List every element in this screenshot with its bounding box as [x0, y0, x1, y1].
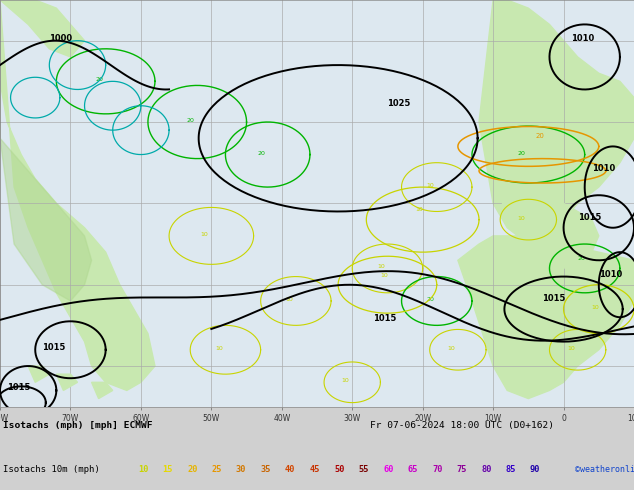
Text: 1015: 1015: [42, 343, 66, 352]
Text: 70: 70: [432, 465, 443, 474]
Text: 10: 10: [342, 378, 349, 383]
Text: 15: 15: [162, 465, 173, 474]
Text: 90: 90: [530, 465, 541, 474]
Text: 1010: 1010: [571, 34, 594, 43]
Text: 10: 10: [201, 232, 209, 237]
Text: 10: 10: [518, 216, 526, 220]
Text: 80: 80: [481, 465, 491, 474]
Text: 25: 25: [212, 465, 222, 474]
Text: 75: 75: [456, 465, 467, 474]
Text: 20: 20: [95, 77, 103, 82]
Text: 20: 20: [426, 297, 434, 302]
Text: 20: 20: [186, 118, 195, 123]
Text: 20: 20: [518, 150, 526, 155]
Text: 1015: 1015: [7, 384, 30, 392]
Text: 10: 10: [285, 297, 293, 302]
Text: 10: 10: [426, 183, 434, 188]
Text: 10: 10: [138, 465, 148, 474]
Polygon shape: [479, 0, 634, 244]
Text: 20: 20: [535, 133, 544, 139]
Text: 10: 10: [215, 346, 223, 351]
Text: ©weatheronline.co.uk: ©weatheronline.co.uk: [575, 465, 634, 474]
Text: 35: 35: [261, 465, 271, 474]
Text: 85: 85: [505, 465, 516, 474]
Text: Isotachs 10m (mph): Isotachs 10m (mph): [3, 465, 100, 474]
Text: 45: 45: [309, 465, 320, 474]
Text: 1010: 1010: [592, 164, 615, 173]
Text: 10: 10: [448, 346, 455, 351]
Text: 10: 10: [567, 346, 575, 351]
Polygon shape: [0, 81, 91, 301]
Text: Fr 07-06-2024 18:00 UTC (D0+162): Fr 07-06-2024 18:00 UTC (D0+162): [370, 420, 554, 430]
Polygon shape: [458, 236, 634, 398]
Text: 55: 55: [358, 465, 369, 474]
Polygon shape: [91, 382, 113, 398]
Text: 1015: 1015: [578, 213, 601, 221]
Polygon shape: [28, 366, 49, 382]
Text: 20: 20: [578, 256, 586, 261]
Polygon shape: [56, 374, 77, 391]
Text: 60: 60: [383, 465, 394, 474]
Text: 20: 20: [257, 150, 265, 155]
Text: 10: 10: [377, 265, 385, 270]
Text: Isotachs (mph) [mph] ECMWF: Isotachs (mph) [mph] ECMWF: [3, 420, 153, 430]
Text: 1010: 1010: [598, 270, 622, 278]
Text: 1015: 1015: [373, 314, 397, 323]
Text: 10: 10: [380, 272, 388, 277]
Text: 40: 40: [285, 465, 295, 474]
Text: 50: 50: [334, 465, 344, 474]
Polygon shape: [0, 0, 84, 57]
Text: 1025: 1025: [387, 99, 411, 108]
Text: 1015: 1015: [543, 294, 566, 303]
Text: 30: 30: [236, 465, 247, 474]
Text: 65: 65: [408, 465, 418, 474]
Text: 10: 10: [416, 207, 424, 213]
Text: 10: 10: [592, 305, 600, 310]
Polygon shape: [0, 0, 155, 391]
Text: 1000: 1000: [49, 34, 72, 43]
Polygon shape: [493, 171, 598, 269]
Text: 20: 20: [187, 465, 198, 474]
